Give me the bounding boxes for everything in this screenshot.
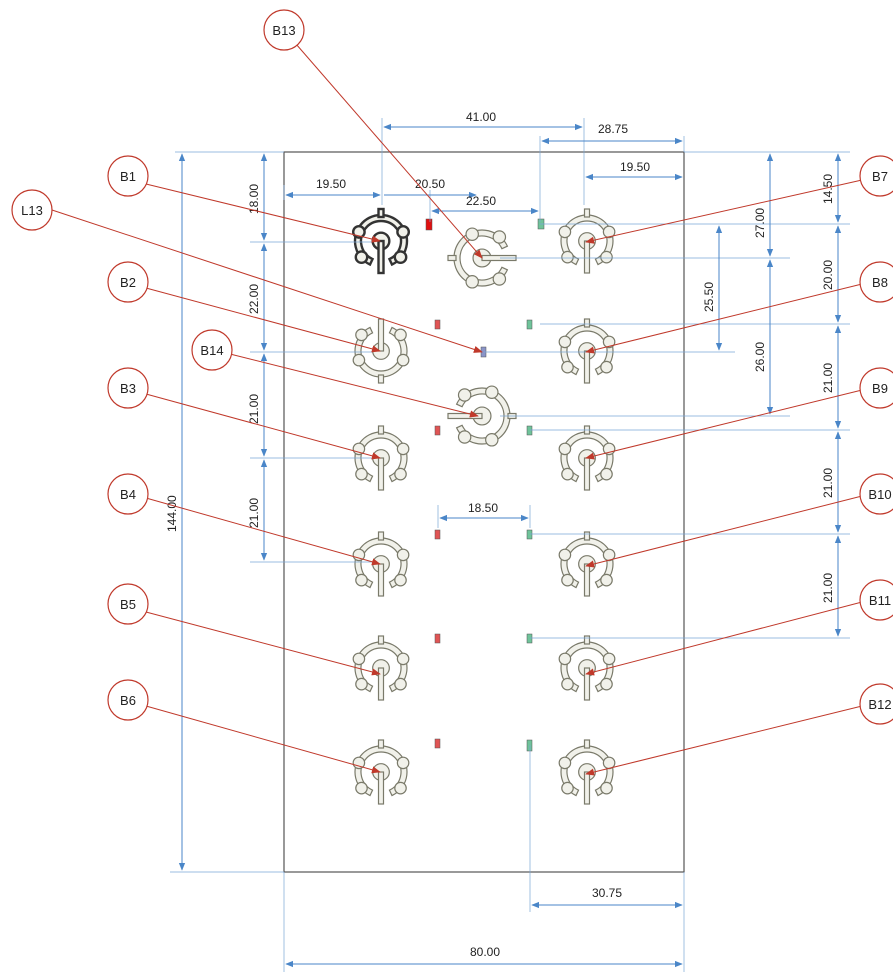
pad-red-5 (434, 633, 441, 644)
dim-25-50: 25.50 (702, 282, 716, 312)
callout-b6-label: B6 (120, 693, 136, 708)
dim-28-75: 28.75 (598, 122, 628, 136)
pad-red-4 (434, 529, 441, 540)
callout-b10: B10 (859, 473, 893, 515)
dim-18-50: 18.50 (468, 501, 498, 515)
dim-144: 144.00 (165, 495, 179, 532)
callout-b14: B14 (191, 329, 233, 371)
pad-green-5 (526, 633, 533, 644)
dim-21-a: 21.00 (247, 394, 261, 424)
extension-lines (170, 118, 850, 972)
dim-22: 22.00 (247, 284, 261, 314)
callout-b9: B9 (859, 367, 893, 409)
dim-26: 26.00 (753, 342, 767, 372)
callout-b2: B2 (107, 261, 149, 303)
pcb-outline (283, 151, 685, 873)
callout-l13: L13 (11, 189, 53, 231)
callout-l13-label: L13 (21, 203, 43, 218)
leader-lines (51, 43, 863, 776)
callout-b11: B11 (859, 579, 893, 621)
sensor-ring-left-3 (352, 425, 410, 491)
pad-green-6 (526, 739, 533, 752)
callout-b3-label: B3 (120, 381, 136, 396)
dim-22-50-label: 22.50 (466, 194, 496, 208)
dimension-lines (178, 123, 842, 968)
callout-b6: B6 (107, 679, 149, 721)
dimension-labels: 41.00 28.75 19.50 19.50 20.50 22.50 18.0… (165, 110, 835, 959)
sensor-ring-left-1 (351, 207, 411, 275)
pad-green-3 (526, 425, 533, 436)
callouts: B1 B2 B3 B4 B5 B6 B7 B8 B9 B10 B11 B12 B… (11, 9, 893, 725)
dim-20: 20.00 (821, 260, 835, 290)
pad-red-top (425, 218, 433, 231)
sensor-ring-b14 (447, 385, 517, 447)
callout-b4-label: B4 (120, 487, 136, 502)
sensor-ring-right-5 (558, 635, 616, 701)
dim-20-50: 20.50 (415, 177, 445, 191)
callout-b13-label: B13 (272, 23, 295, 38)
dim-21-right-c: 21.00 (821, 573, 835, 603)
callout-b2-label: B2 (120, 275, 136, 290)
dim-18: 18.00 (247, 184, 261, 214)
callout-b5: B5 (107, 583, 149, 625)
dim-41: 41.00 (466, 110, 496, 124)
callout-b12: B12 (859, 683, 893, 725)
dim-30-75: 30.75 (592, 886, 622, 900)
pad-green-2 (526, 319, 533, 330)
callout-b14-label: B14 (200, 343, 223, 358)
callout-b7: B7 (859, 155, 893, 197)
sensor-ring-left-5 (352, 635, 410, 701)
callout-b1-label: B1 (120, 169, 136, 184)
pad-red-6 (434, 738, 441, 749)
pad-green-4 (526, 529, 533, 540)
callout-b5-label: B5 (120, 597, 136, 612)
sensor-ring-b13 (447, 227, 517, 289)
dim-14-50: 14.50 (821, 174, 835, 204)
dim-27: 27.00 (753, 208, 767, 238)
callout-b8: B8 (859, 261, 893, 303)
callout-b9-label: B9 (872, 381, 888, 396)
dim-80: 80.00 (470, 945, 500, 959)
callout-b1: B1 (107, 155, 149, 197)
component-layer (351, 207, 616, 805)
dim-21-b: 21.00 (247, 498, 261, 528)
pad-red-2 (434, 319, 441, 330)
callout-b13: B13 (263, 9, 305, 51)
callout-b11-label: B11 (869, 593, 891, 608)
pad-red-3 (434, 425, 441, 436)
callout-b10-label: B10 (868, 487, 891, 502)
callout-b7-label: B7 (872, 169, 888, 184)
callout-b3: B3 (107, 367, 149, 409)
dim-19-50-right: 19.50 (620, 160, 650, 174)
callout-b4: B4 (107, 473, 149, 515)
dim-21-right-b: 21.00 (821, 468, 835, 498)
callout-b8-label: B8 (872, 275, 888, 290)
dim-19-50-left: 19.50 (316, 177, 346, 191)
sensor-ring-left-6 (352, 739, 410, 805)
callout-b12-label: B12 (868, 697, 891, 712)
dim-21-right-a: 21.00 (821, 363, 835, 393)
sensor-ring-right-6 (558, 739, 616, 805)
